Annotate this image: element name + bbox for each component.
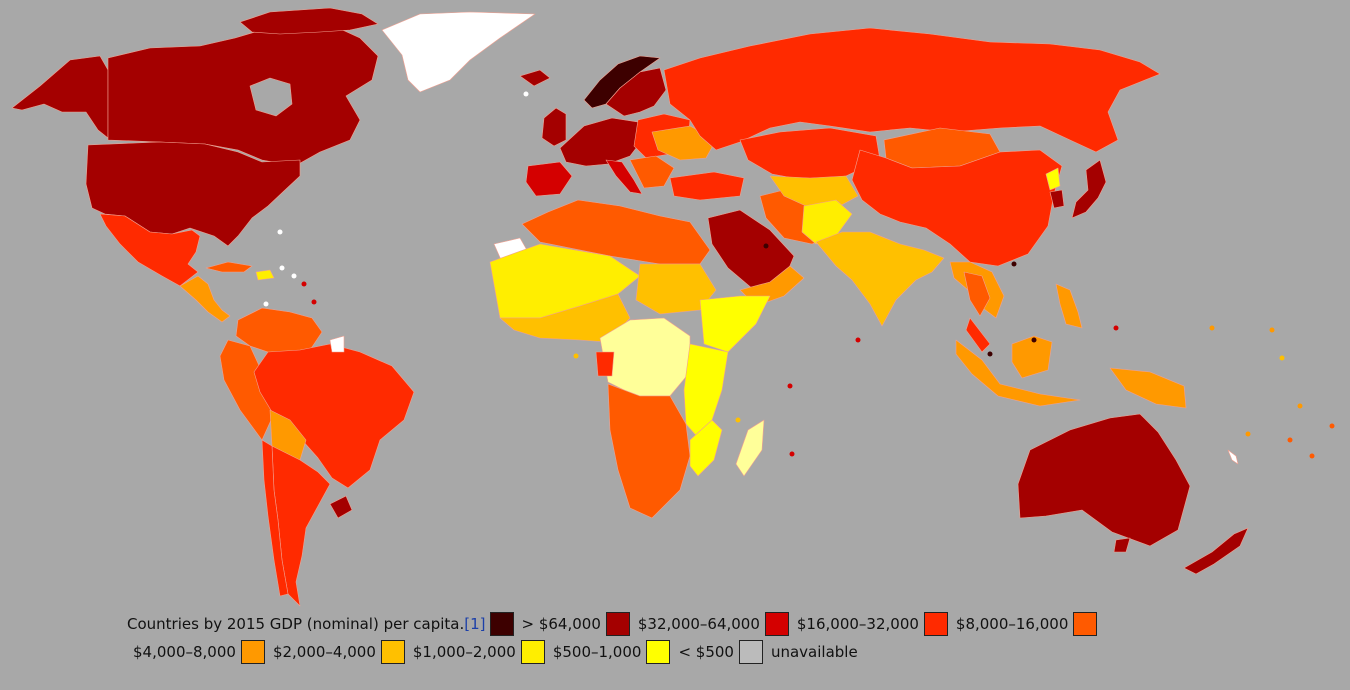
island-dot xyxy=(789,451,795,457)
legend-caption-text: Countries by 2015 GDP (nominal) per capi… xyxy=(127,615,465,633)
island-dot xyxy=(573,353,579,359)
hispaniola-region xyxy=(255,269,275,281)
island-dot xyxy=(1279,355,1285,361)
legend-label-8000-16000: $8,000–16,000 xyxy=(955,615,1069,633)
alaska-region xyxy=(11,55,109,139)
mozambique-region xyxy=(689,419,723,477)
canada-region xyxy=(107,21,379,167)
new-caledonia-region xyxy=(1227,449,1239,465)
island-dot xyxy=(263,301,269,307)
legend-swatch-16000-32000 xyxy=(764,612,789,636)
island-dot xyxy=(735,417,741,423)
malaysia-region xyxy=(965,317,991,353)
island-dot xyxy=(279,265,285,271)
sumatra-java-region xyxy=(955,339,1081,407)
australia-region xyxy=(1017,413,1191,547)
island-dot xyxy=(787,383,793,389)
legend-label-under-500: < $500 xyxy=(678,643,734,661)
island-dot xyxy=(1245,431,1251,437)
legend-swatch-8000-16000 xyxy=(923,612,948,636)
island-dot xyxy=(1011,261,1017,267)
island-dot xyxy=(291,273,297,279)
world-map xyxy=(11,7,1335,607)
legend-row-1: Countries by 2015 GDP (nominal) per capi… xyxy=(127,610,1098,638)
island-dot xyxy=(1113,325,1119,331)
china-region xyxy=(851,149,1063,267)
mexico-region xyxy=(99,213,201,287)
island-dot xyxy=(1031,337,1037,343)
north-korea-region xyxy=(1045,167,1061,191)
legend-swatch-unavailable xyxy=(738,640,763,664)
japan-region xyxy=(1071,159,1107,219)
british-isles-region xyxy=(541,107,567,147)
legend-label-500-1000: $500–1,000 xyxy=(552,643,642,661)
legend-swatch-32000-64000 xyxy=(605,612,630,636)
island-dot xyxy=(1329,423,1335,429)
uruguay-region xyxy=(329,495,353,519)
island-dot xyxy=(855,337,861,343)
andes-west-region xyxy=(219,339,273,441)
legend-row-2: $4,000–8,000 $2,000–4,000 $1,000–2,000 $… xyxy=(133,638,863,666)
legend-label-4000-8000: $4,000–8,000 xyxy=(133,643,236,661)
western-europe-region xyxy=(559,117,645,167)
island-dot xyxy=(311,299,317,305)
legend-caption: Countries by 2015 GDP (nominal) per capi… xyxy=(127,615,486,633)
horn-of-africa-region xyxy=(699,295,771,353)
central-america-region xyxy=(179,275,231,323)
legend-swatch-64000-plus xyxy=(489,612,514,636)
island-dot xyxy=(1297,403,1303,409)
sweden-finland-region xyxy=(605,67,667,117)
island-dot xyxy=(987,351,993,357)
legend-swatch-under-500 xyxy=(646,640,671,664)
island-dot xyxy=(301,281,307,287)
legend-label-64000-plus: > $64,000 xyxy=(521,615,601,633)
russia-region xyxy=(663,27,1161,153)
island-dot xyxy=(277,229,283,235)
legend-label-16000-32000: $16,000–32,000 xyxy=(796,615,919,633)
legend-label-32000-64000: $32,000–64,000 xyxy=(637,615,760,633)
iberia-region xyxy=(525,161,573,197)
tasmania-region xyxy=(1113,537,1131,553)
north-africa-region xyxy=(521,199,711,265)
southern-africa-region xyxy=(607,383,691,519)
south-korea-region xyxy=(1049,189,1065,209)
island-dot xyxy=(763,243,769,249)
norway-region xyxy=(583,55,661,109)
canada-islands xyxy=(239,7,379,35)
india-region xyxy=(815,231,945,327)
new-guinea-region xyxy=(1109,367,1187,409)
gabon-region xyxy=(595,351,615,377)
iceland-region xyxy=(519,69,551,87)
island-dot xyxy=(1287,437,1293,443)
greenland-region xyxy=(381,11,536,93)
legend-swatch-2000-4000 xyxy=(240,640,265,664)
legend-label-2000-4000: $2,000–4,000 xyxy=(272,643,376,661)
chile-region xyxy=(261,439,289,597)
new-zealand-region xyxy=(1183,527,1249,575)
philippines-region xyxy=(1055,283,1083,329)
legend-label-1000-2000: $1,000–2,000 xyxy=(412,643,516,661)
island-dot xyxy=(1309,453,1315,459)
madagascar-region xyxy=(735,419,765,477)
italy-region xyxy=(605,159,643,195)
borneo-region xyxy=(1011,335,1053,379)
reference-link[interactable]: [1] xyxy=(464,615,486,633)
turkey-region xyxy=(669,171,745,201)
island-dot xyxy=(523,91,529,97)
egypt-sudan-region xyxy=(635,263,717,315)
island-dot xyxy=(1269,327,1275,333)
legend-swatch-4000-8000 xyxy=(1073,612,1098,636)
island-dot xyxy=(1209,325,1215,331)
thailand-region xyxy=(963,271,991,317)
brazil-region xyxy=(253,343,415,489)
legend-swatch-500-1000 xyxy=(520,640,545,664)
cuba-region xyxy=(205,261,253,273)
guiana-region xyxy=(329,335,345,353)
hudson-bay xyxy=(249,77,293,117)
legend-swatch-1000-2000 xyxy=(380,640,405,664)
balkans-region xyxy=(629,155,675,189)
legend-label-unavailable: unavailable xyxy=(770,643,858,661)
